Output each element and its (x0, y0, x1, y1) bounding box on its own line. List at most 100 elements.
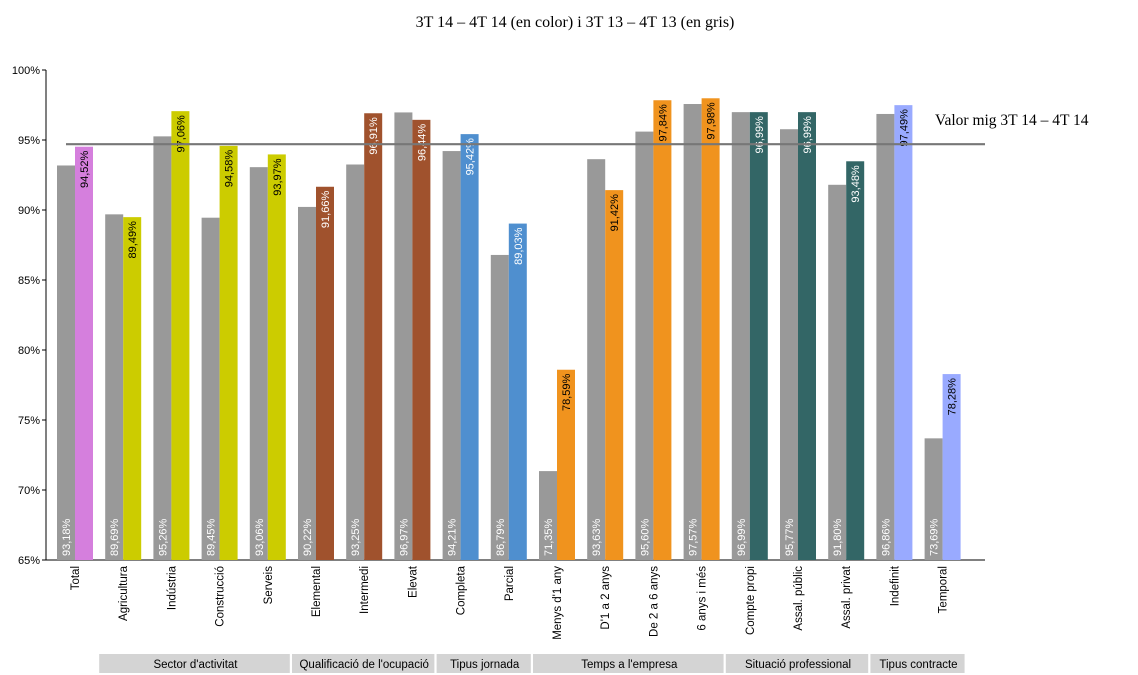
bar-3t13-4t13 (105, 214, 124, 560)
data-label-3t14-4t14: 93,48% (850, 165, 862, 203)
data-label-3t13-4t13: 96,86% (880, 518, 892, 556)
chart-title: 3T 14 – 4T 14 (en color) i 3T 13 – 4T 13… (416, 14, 735, 31)
bar-3t14-4t14 (171, 111, 190, 560)
data-label-3t13-4t13: 90,22% (302, 518, 314, 556)
bar-3t13-4t13 (635, 131, 654, 560)
bar-3t14-4t14 (412, 119, 431, 560)
data-label-3t14-4t14: 96,44% (416, 124, 428, 162)
data-label-3t14-4t14: 89,03% (513, 227, 525, 265)
bar-3t13-4t13 (298, 206, 316, 561)
data-label-3t14-4t14: 94,52% (79, 151, 91, 189)
bar-3t13-4t13 (876, 113, 895, 561)
group-band (292, 654, 435, 673)
x-axis-categories: Total Agricultura Indústria Construcció Serv… (70, 565, 950, 640)
data-label-3t13-4t13: 97,57% (688, 518, 700, 556)
bar-3t14-4t14 (75, 146, 93, 560)
average-line-label: Valor mig 3T 14 – 4T 14 (935, 112, 1089, 129)
y-tick-label: 95% (18, 135, 40, 147)
y-tick-label: 70% (18, 485, 40, 497)
group-label: Situació professional (745, 659, 851, 671)
category-label: Temporal (938, 566, 950, 613)
data-label-3t13-4t13: 91,80% (832, 518, 844, 556)
bar-3t13-4t13 (490, 254, 509, 560)
data-label-3t14-4t14: 97,98% (706, 102, 718, 140)
reference-line: Valor mig 3T 14 – 4T 14 (66, 112, 1089, 146)
bar-3t14-4t14 (123, 217, 142, 560)
bar-3t13-4t13 (924, 438, 943, 560)
data-label-3t14-4t14: 94,58% (224, 150, 236, 188)
bar-3t14-4t14 (557, 369, 575, 560)
category-label: Elevat (407, 565, 419, 598)
bar-3t14-4t14 (653, 100, 672, 561)
category-label: D'1 a 2 anys (600, 566, 612, 630)
y-tick-label: 75% (18, 415, 40, 427)
category-label: Assal. públic (793, 566, 805, 631)
bar-3t14-4t14 (701, 98, 720, 560)
group-band (870, 654, 965, 673)
group-label: Tipus contracte (879, 659, 957, 671)
data-label-3t13-4t13: 71,35% (543, 518, 555, 556)
data-label-3t13-4t13: 93,06% (254, 518, 266, 556)
y-tick-label: 85% (18, 275, 40, 287)
category-label: Construcció (215, 566, 227, 627)
bar-3t13-4t13 (153, 136, 172, 561)
data-label-3t14-4t14: 96,91% (368, 117, 380, 155)
group-label: Qualificació de l'ocupació (299, 659, 428, 671)
bar-3t14-4t14 (267, 154, 286, 561)
bar-3t13-4t13 (539, 471, 557, 560)
bar-3t14-4t14 (219, 145, 238, 560)
bar-3t13-4t13 (442, 151, 461, 560)
y-tick-label: 100% (12, 65, 40, 77)
bar-3t13-4t13 (828, 184, 847, 561)
data-label-3t13-4t13: 73,69% (929, 518, 941, 556)
bar-3t14-4t14 (942, 374, 961, 560)
category-label: Assal. privat (841, 565, 853, 628)
bar-3t14-4t14 (894, 105, 913, 560)
group-band (99, 654, 290, 673)
y-tick-label: 90% (18, 205, 40, 217)
data-label-3t13-4t13: 95,26% (157, 518, 169, 556)
group-label: Temps a l'empresa (581, 659, 678, 671)
category-label: Intermedi (359, 566, 371, 614)
bar-3t13-4t13 (346, 164, 365, 560)
data-label-3t14-4t14: 93,97% (272, 158, 284, 196)
data-label-3t14-4t14: 97,84% (657, 104, 669, 142)
data-label-3t13-4t13: 93,25% (350, 518, 362, 556)
bar-3t14-4t14 (798, 112, 816, 560)
y-tick-label: 65% (18, 555, 40, 567)
data-label-3t14-4t14: 89,49% (127, 221, 139, 259)
data-label-3t14-4t14: 96,99% (754, 116, 766, 154)
category-label: Total (70, 566, 82, 590)
group-label: Sector d'activitat (153, 659, 238, 671)
bars (57, 98, 961, 561)
y-tick-label: 80% (18, 345, 40, 357)
bar-3t14-4t14 (846, 161, 865, 560)
data-label-3t14-4t14: 95,42% (465, 138, 477, 176)
category-label: Elemental (311, 566, 323, 617)
bar-3t14-4t14 (460, 134, 479, 560)
data-label-3t14-4t14: 96,99% (802, 116, 814, 154)
data-label-3t14-4t14: 78,28% (947, 378, 959, 416)
data-labels: 93,18% 94,52% 89,69% 89,49% 95,26% 97,06% 89,4… (61, 102, 959, 556)
bar-3t14-4t14 (316, 186, 334, 560)
bar-3t13-4t13 (249, 167, 268, 560)
data-label-3t13-4t13: 94,21% (447, 518, 459, 556)
data-label-3t14-4t14: 97,06% (175, 115, 187, 153)
data-label-3t14-4t14: 91,42% (609, 194, 621, 232)
group-band (533, 654, 724, 673)
bar-3t13-4t13 (780, 129, 798, 560)
data-label-3t14-4t14: 91,66% (320, 191, 332, 229)
data-label-3t13-4t13: 93,63% (591, 518, 603, 556)
category-groups: Sector d'activitat Qualificació de l'ocup… (99, 654, 965, 673)
category-label: Indústria (166, 565, 178, 610)
bar-3t13-4t13 (394, 112, 413, 561)
data-label-3t13-4t13: 89,69% (109, 518, 121, 556)
bar-3t13-4t13 (587, 159, 606, 560)
category-label: 6 anys i més (697, 566, 709, 631)
data-label-3t13-4t13: 96,97% (398, 518, 410, 556)
data-label-3t14-4t14: 78,59% (561, 374, 573, 412)
category-label: Compte propi (745, 566, 757, 635)
category-label: Agricultura (118, 565, 130, 621)
data-label-3t14-4t14: 97,49% (898, 109, 910, 147)
bar-3t14-4t14 (605, 190, 624, 560)
